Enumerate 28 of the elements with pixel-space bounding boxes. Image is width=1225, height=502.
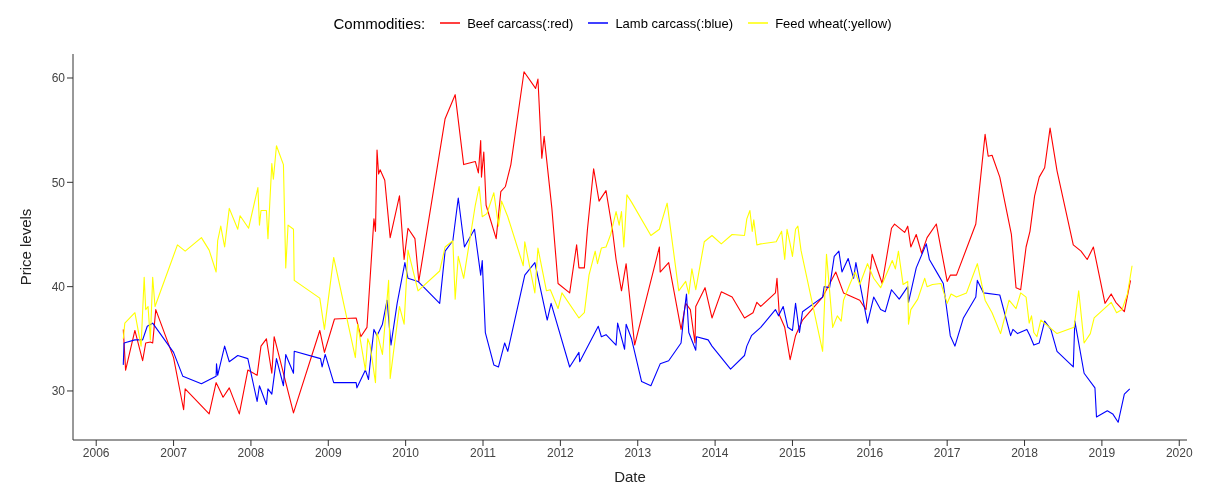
x-axis-title: Date [614,468,646,485]
x-tick-label: 2012 [547,445,575,460]
legend-label: Feed wheat(:yellow) [775,15,892,31]
x-tick-label: 2011 [470,445,497,460]
line-series [122,71,1132,415]
x-tick-label: 2018 [1011,445,1039,460]
x-tick-label: 2016 [856,445,884,460]
legend-label: Beef carcass(:red) [467,15,574,31]
x-tick-label: 2020 [1165,445,1193,460]
legend-title: Commodities: [333,14,426,32]
line-series [122,145,1133,384]
x-tick-label: 2008 [237,445,265,460]
x-tick-label: 2007 [160,445,188,460]
legend-label: Lamb carcass(:blue) [615,15,734,31]
x-tick-label: 2019 [1088,445,1116,460]
x-tick-label: 2013 [624,445,652,460]
y-tick-label: 50 [51,175,66,190]
line-series [122,197,1131,423]
y-tick-label: 40 [51,279,66,294]
y-tick-label: 30 [51,384,66,399]
y-axis-title: Price levels [17,208,35,286]
x-tick-label: 2017 [933,445,961,460]
x-tick-label: 2009 [314,445,342,460]
y-tick-label: 60 [51,71,66,86]
x-tick-label: 2010 [392,445,420,460]
x-tick-label: 2015 [779,445,807,460]
x-tick-label: 2006 [82,445,110,460]
x-tick-label: 2014 [701,445,729,460]
